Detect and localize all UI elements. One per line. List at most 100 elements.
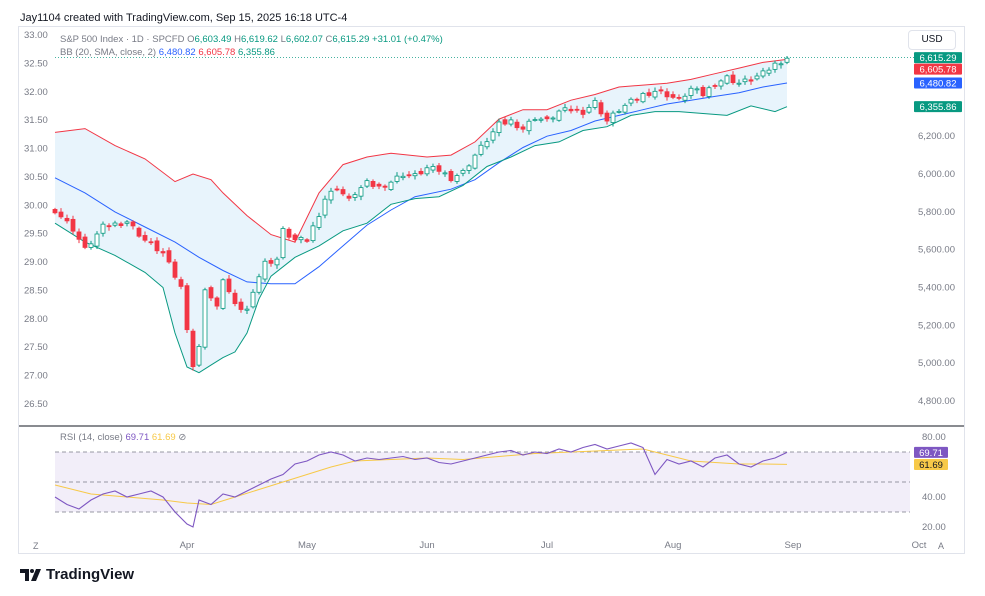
candle-body-down (214, 297, 220, 307)
ohlc-close: 6,615.29 (332, 34, 370, 45)
candle-body-up (694, 88, 700, 91)
candle-body-down (340, 189, 346, 195)
candle (76, 228, 82, 244)
candle (220, 278, 226, 310)
ohlc-high: 6,619.62 (240, 34, 278, 45)
candle (250, 289, 256, 309)
right-axis-tick-label: 5,400.00 (918, 283, 955, 294)
bb-lower-value: 6,355.86 (237, 47, 275, 58)
bollinger-upper-line (54, 58, 788, 243)
candle-body-up (100, 223, 106, 234)
candle (274, 256, 280, 269)
left-axis-tick-label: 27.50 (24, 342, 48, 353)
right-axis-tick-label: 4,800.00 (918, 396, 955, 407)
candle (568, 105, 574, 114)
candle-body-down (334, 188, 340, 191)
candle (496, 118, 502, 137)
candle (424, 164, 430, 177)
candle-body-down (304, 239, 310, 242)
right-axis-tick-label: 5,600.00 (918, 245, 955, 256)
rsi-axis-tick-label: 20.00 (922, 522, 946, 533)
candle (214, 296, 220, 310)
candle (244, 305, 250, 315)
ohlc-o-label: O (187, 34, 195, 45)
candle (280, 226, 286, 260)
candle (322, 195, 328, 219)
candle-body-down (268, 260, 274, 264)
candle (256, 273, 262, 295)
candle (604, 110, 610, 125)
right-axis-tick-label: 5,800.00 (918, 207, 955, 218)
candle-body-up (556, 110, 562, 121)
rsi-line (54, 442, 788, 528)
candle-body-down (676, 96, 682, 99)
candle (586, 104, 592, 114)
candle-body-down (82, 236, 88, 248)
time-axis-tick-label: Oct (912, 540, 927, 551)
bollinger-lower-line (54, 105, 788, 374)
candle (124, 219, 130, 227)
symbol-name[interactable]: S&P 500 Index · 1D · SPCFD (60, 34, 185, 45)
candle-body-down (514, 121, 520, 129)
candle-body-up (466, 165, 472, 171)
chart-attribution: Jay1104 created with TradingView.com, Se… (20, 12, 348, 24)
rsi-value-text: 61.69 (919, 460, 943, 471)
candle-body-down (160, 251, 166, 254)
rsi-value: 69.71 (125, 432, 150, 443)
candle (382, 184, 388, 191)
candle-body-down (502, 119, 508, 125)
price-label-text: 6,355.86 (920, 102, 957, 113)
candle (388, 180, 394, 192)
candle-body-down (148, 241, 154, 244)
candle (208, 285, 214, 301)
candle-body-down (106, 225, 112, 228)
candle-body-up (718, 80, 724, 87)
candle-body-up (616, 110, 622, 113)
bb-indicator-label[interactable]: BB (20, SMA, close, 2) (60, 47, 157, 58)
candle (742, 75, 748, 85)
zoom-out-button[interactable]: Z (33, 541, 39, 551)
candle (226, 275, 232, 294)
right-axis-tick-label: 5,200.00 (918, 320, 955, 331)
rsi-indicator-label[interactable]: RSI (14, close) (60, 432, 123, 443)
ohlc-change: +31.01 (+0.47%) (372, 34, 443, 45)
currency-button[interactable]: USD (908, 30, 956, 50)
candle-body-up (772, 62, 778, 70)
candle-body-up (256, 276, 262, 293)
candle (574, 105, 580, 113)
rsi-hide-icon[interactable]: ⊘ (178, 432, 187, 443)
candle-body-down (448, 170, 454, 182)
candle (394, 172, 400, 184)
price-label-box (914, 101, 962, 113)
candle-body-down (658, 89, 664, 92)
candle-body-up (298, 237, 304, 241)
candle-body-down (238, 301, 244, 310)
candle (190, 328, 196, 371)
candle (340, 186, 346, 197)
left-axis-tick-label: 32.00 (24, 87, 48, 98)
price-label-text: 6,615.29 (920, 53, 957, 64)
candle-body-down (346, 195, 352, 199)
candle-body-up (460, 170, 466, 174)
candle-body-up (706, 87, 712, 97)
candle (724, 74, 730, 85)
candle-body-up (742, 78, 748, 83)
candle-body-up (622, 104, 628, 113)
tradingview-logo: TradingView (20, 566, 134, 583)
left-axis-tick-label: 30.00 (24, 200, 48, 211)
candle (484, 137, 490, 150)
candle (262, 258, 268, 282)
time-axis-tick-label: Aug (665, 540, 682, 551)
candle-body-up (532, 119, 538, 121)
candle (544, 114, 550, 122)
candle (142, 231, 148, 243)
candle (442, 170, 448, 177)
candle (688, 85, 694, 99)
candle (676, 94, 682, 101)
auto-scale-button[interactable]: A (938, 541, 945, 551)
candle (490, 128, 496, 144)
candle (466, 164, 472, 175)
candle-body-down (118, 223, 124, 226)
